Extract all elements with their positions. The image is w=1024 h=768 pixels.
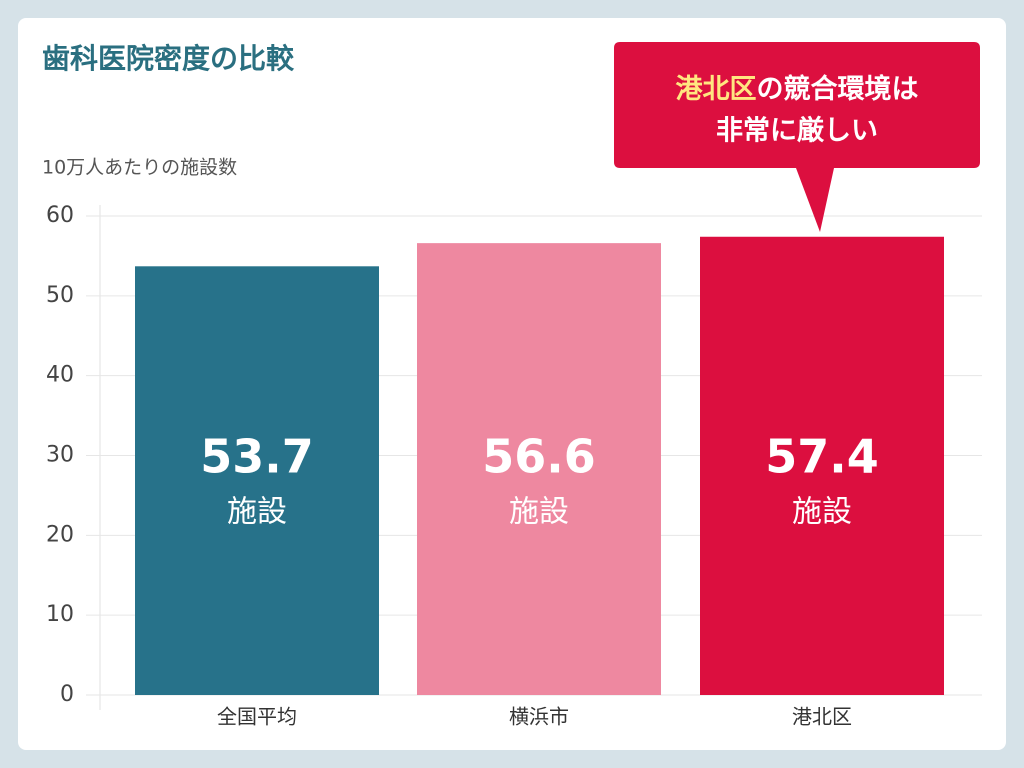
bar [135, 266, 379, 695]
y-tick-label: 10 [46, 602, 74, 627]
y-tick-label: 60 [46, 203, 74, 228]
y-tick-label: 30 [46, 443, 74, 468]
x-tick-label: 港北区 [792, 705, 852, 729]
y-tick-label: 50 [46, 283, 74, 308]
callout-line2: 非常に厳しい [716, 115, 878, 147]
callout-text: の競合環境は [757, 73, 919, 105]
chart-title: 歯科医院密度の比較 [42, 42, 295, 75]
x-tick-label: 全国平均 [217, 705, 297, 729]
data-label: 53.7 [200, 430, 314, 484]
y-axis-label: 10万人あたりの施設数 [42, 157, 237, 179]
data-label-unit: 施設 [227, 495, 287, 530]
data-label-unit: 施設 [509, 495, 569, 530]
x-tick-label: 横浜市 [509, 705, 569, 729]
callout-box [614, 42, 980, 232]
data-label: 56.6 [482, 430, 596, 484]
data-label-unit: 施設 [792, 495, 852, 530]
callout-highlight: 港北区 [676, 74, 757, 105]
bar [417, 243, 661, 696]
y-tick-label: 0 [60, 682, 74, 707]
data-label: 57.4 [765, 430, 879, 484]
bar [700, 236, 944, 696]
callout-line1: 港北区の競合環境は [676, 73, 919, 105]
y-tick-label: 20 [46, 522, 74, 547]
y-tick-label: 40 [46, 363, 74, 388]
callout: 港北区の競合環境は 非常に厳しい [614, 42, 980, 232]
